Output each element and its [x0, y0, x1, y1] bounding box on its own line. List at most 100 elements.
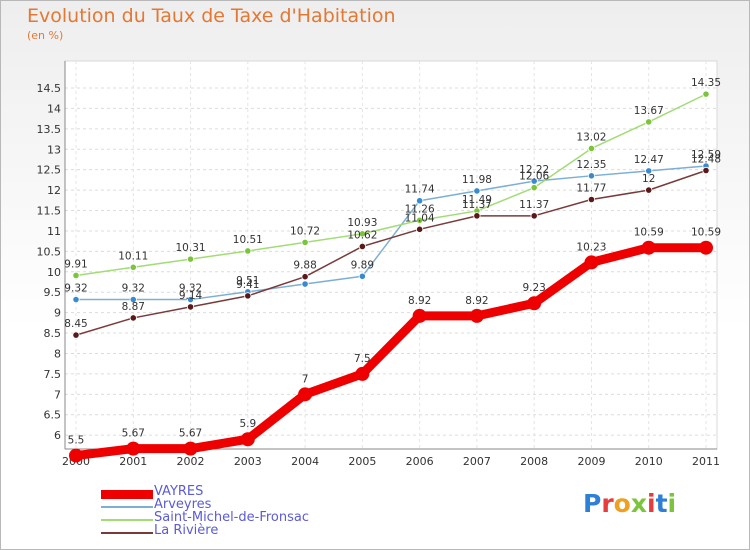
- data-label-vayres: 9.23: [522, 282, 545, 294]
- chart-subtitle: (en %): [27, 29, 64, 42]
- data-point-vayres: [183, 441, 198, 456]
- legend-label: Saint-Michel-de-Fronsac: [154, 510, 309, 525]
- data-point-vayres: [298, 387, 313, 402]
- data-point-la-rivi-re: [244, 292, 252, 300]
- data-point-arveyres: [473, 187, 481, 195]
- data-point-la-rivi-re: [416, 225, 424, 233]
- data-point-arveyres: [358, 272, 366, 280]
- x-tick-label: 2001: [119, 455, 147, 468]
- data-label-saint-michel-de-fronsac: 13.67: [634, 105, 664, 117]
- y-tick-label: 8.5: [44, 327, 62, 340]
- legend-label: La Rivière: [154, 523, 219, 538]
- y-tick-label: 11: [47, 225, 61, 238]
- data-point-la-rivi-re: [72, 331, 80, 339]
- logo-letter: i: [647, 489, 656, 518]
- data-label-saint-michel-de-fronsac: 10.51: [233, 234, 263, 246]
- data-label-saint-michel-de-fronsac: 13.02: [576, 131, 606, 143]
- chart-title: Evolution du Taux de Taxe d'Habitation: [27, 5, 396, 27]
- data-label-vayres: 10.59: [634, 227, 664, 239]
- data-point-la-rivi-re: [645, 186, 653, 194]
- data-point-la-rivi-re: [301, 273, 309, 281]
- data-point-saint-michel-de-fronsac: [129, 263, 137, 271]
- data-label-saint-michel-de-fronsac: 10.31: [176, 242, 206, 254]
- data-point-saint-michel-de-fronsac: [186, 255, 195, 263]
- data-label-vayres: 8.92: [465, 295, 488, 307]
- x-tick-label: 2002: [177, 455, 205, 468]
- data-point-saint-michel-de-fronsac: [702, 90, 710, 98]
- data-label-la-rivi-re: 12: [642, 173, 655, 185]
- legend-swatch: [101, 490, 153, 499]
- data-label-vayres: 5.5: [68, 435, 85, 447]
- data-label-la-rivi-re: 10.62: [347, 229, 377, 241]
- series-line-la-rivi-re: [75, 169, 707, 336]
- x-tick-label: 2007: [463, 455, 491, 468]
- data-point-saint-michel-de-fronsac: [530, 184, 538, 192]
- data-point-la-rivi-re: [129, 314, 137, 322]
- logo-letter: x: [630, 489, 647, 518]
- data-label-arveyres: 12.35: [576, 159, 606, 171]
- data-point-vayres: [527, 296, 542, 311]
- data-label-la-rivi-re: 11.37: [462, 199, 492, 211]
- data-point-vayres: [469, 308, 484, 323]
- series-line-vayres: [71, 243, 711, 461]
- y-tick-label: 6: [54, 429, 61, 442]
- data-point-vayres: [412, 308, 427, 323]
- data-point-arveyres: [72, 295, 80, 304]
- data-point-vayres: [69, 448, 83, 463]
- y-tick-label: 10.5: [37, 245, 62, 258]
- data-point-arveyres: [129, 295, 137, 304]
- y-tick-label: 7.5: [44, 368, 62, 381]
- y-tick-label: 12.5: [37, 164, 62, 177]
- y-tick-label: 13.5: [37, 123, 62, 136]
- data-label-vayres: 10.59: [691, 227, 721, 239]
- x-tick-label: 2008: [520, 455, 548, 468]
- data-point-la-rivi-re: [186, 303, 195, 311]
- x-tick-label: 2004: [291, 455, 319, 468]
- data-point-la-rivi-re: [587, 195, 596, 204]
- x-tick-label: 2011: [692, 455, 720, 468]
- data-point-la-rivi-re: [702, 166, 710, 175]
- x-tick-label: 2006: [406, 455, 434, 468]
- y-tick-label: 9.5: [44, 286, 62, 299]
- data-label-la-rivi-re: 11.37: [519, 199, 549, 211]
- y-tick-label: 9: [54, 307, 61, 320]
- data-label-saint-michel-de-fronsac: 10.11: [118, 250, 148, 262]
- data-label-saint-michel-de-fronsac: 10.93: [347, 217, 377, 229]
- legend-swatch: [101, 519, 153, 521]
- data-label-arveyres: 9.89: [351, 259, 374, 271]
- data-point-saint-michel-de-fronsac: [244, 247, 252, 255]
- y-tick-label: 6.5: [44, 409, 62, 422]
- x-tick-label: 2003: [234, 455, 262, 468]
- data-label-arveyres: 11.98: [462, 174, 492, 186]
- data-point-vayres: [126, 441, 141, 456]
- data-point-saint-michel-de-fronsac: [587, 144, 596, 153]
- logo-letter: t: [655, 489, 668, 518]
- logo-letter: i: [667, 489, 677, 518]
- y-tick-label: 14: [47, 102, 61, 115]
- data-point-saint-michel-de-fronsac: [416, 216, 424, 224]
- data-point-saint-michel-de-fronsac: [301, 238, 309, 246]
- legend-swatch: [101, 506, 153, 508]
- legend-swatch: [101, 532, 153, 534]
- data-point-vayres: [641, 240, 656, 255]
- data-label-la-rivi-re: 8.87: [122, 301, 145, 313]
- y-tick-label: 10: [47, 266, 61, 279]
- data-point-arveyres: [645, 167, 653, 175]
- data-point-vayres: [355, 366, 370, 381]
- legend-label: Arveyres: [154, 497, 212, 512]
- data-label-saint-michel-de-fronsac: 9.91: [64, 258, 87, 270]
- x-tick-label: 2005: [348, 455, 376, 468]
- data-point-saint-michel-de-fronsac: [72, 271, 80, 280]
- data-label-saint-michel-de-fronsac: 11.26: [405, 203, 435, 215]
- data-point-vayres: [240, 432, 255, 447]
- data-label-arveyres: 9.32: [122, 283, 145, 295]
- data-point-la-rivi-re: [358, 242, 366, 251]
- data-label-arveyres: 12.59: [691, 149, 721, 161]
- data-label-la-rivi-re: 9.14: [179, 290, 203, 302]
- data-label-arveyres: 12.22: [519, 164, 549, 176]
- data-label-vayres: 10.23: [576, 241, 606, 253]
- data-label-vayres: 5.9: [239, 418, 256, 430]
- data-label-la-rivi-re: 11.77: [576, 182, 606, 194]
- data-label-arveyres: 9.51: [236, 275, 259, 287]
